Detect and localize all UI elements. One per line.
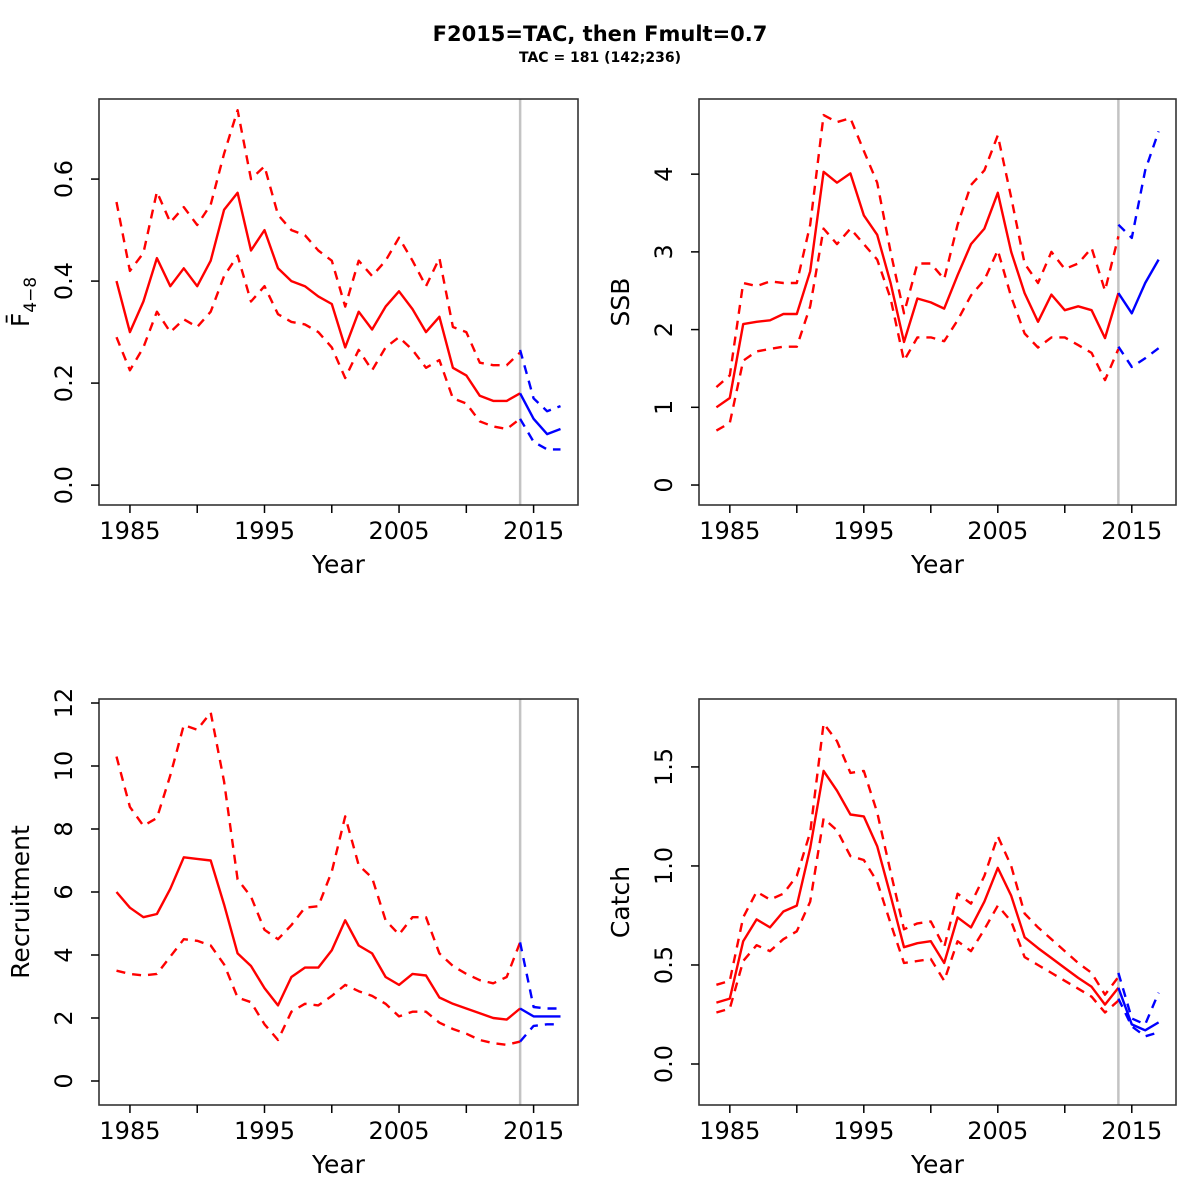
x-tick-label: 2005	[967, 517, 1028, 545]
y-tick-label: 3	[650, 244, 678, 259]
plot-box	[98, 98, 579, 506]
y-tick-label: 0.0	[650, 1045, 678, 1083]
plot-box	[98, 698, 579, 1106]
x-tick-label: 2005	[369, 517, 430, 545]
y-tick-label: 0.0	[50, 466, 78, 504]
series-rec-ci-lower-projection	[519, 1023, 561, 1043]
series-catch-median-historical	[716, 769, 1120, 1006]
plot-box	[698, 698, 1177, 1106]
x-axis-label: Year	[311, 1150, 366, 1179]
plot-box	[698, 98, 1177, 506]
y-tick-label: 6	[50, 884, 78, 899]
series-catch-ci-lower-projection	[1117, 998, 1159, 1038]
x-axis-label: Year	[311, 550, 366, 579]
y-tick-label: 0.4	[50, 262, 78, 300]
y-tick-label: 10	[50, 751, 78, 782]
x-tick-label: 1985	[99, 1117, 160, 1145]
y-tick-label: 2	[650, 322, 678, 337]
y-tick-label: 0.2	[50, 364, 78, 402]
series-ssb-median-projection	[1117, 259, 1160, 315]
x-tick-label: 1985	[699, 517, 760, 545]
y-axis-label: Catch	[606, 866, 635, 938]
panel-ssb: 1985 1995 2005 2015 0 1 2 3 4 Year SSB	[606, 98, 1177, 579]
y-tick-label: 0.6	[50, 160, 78, 198]
x-tick-label: 2005	[369, 1117, 430, 1145]
chart-title: F2015=TAC, then Fmult=0.7	[432, 22, 768, 46]
x-tick-label: 2015	[503, 1117, 564, 1145]
x-tick-label: 1995	[234, 517, 295, 545]
x-tick-label: 2015	[1101, 517, 1162, 545]
x-axis-label: Year	[910, 1150, 965, 1179]
series-ssb-ci-upper-projection	[1117, 131, 1160, 240]
y-tick-label: 0	[50, 1073, 78, 1088]
x-tick-label: 2015	[503, 517, 564, 545]
series-f-ci-lower-projection	[519, 418, 561, 451]
y-tick-label: 1.0	[650, 847, 678, 885]
chart-subtitle: TAC = 181 (142;236)	[519, 50, 681, 66]
y-tick-label: 12	[50, 688, 78, 719]
y-axis-label: SSB	[606, 278, 635, 327]
series-ssb-ci-upper-historical	[715, 113, 1120, 389]
x-tick-label: 1995	[833, 1117, 894, 1145]
y-tick-label: 1.5	[650, 748, 678, 786]
x-tick-label: 1995	[833, 517, 894, 545]
panel-catch: 1985 1995 2005 2015 0.0 0.5 1.0 1.5 Year Catch	[606, 698, 1177, 1179]
y-tick-label: 2	[50, 1010, 78, 1025]
y-tick-label: 4	[650, 167, 678, 182]
y-tick-label: 0.5	[650, 946, 678, 984]
series-catch-ci-lower-historical	[716, 817, 1120, 1014]
series-f-ci-lower-historical	[115, 254, 521, 431]
series-catch-median-projection	[1117, 987, 1160, 1032]
series-catch-ci-upper-projection	[1117, 972, 1160, 1026]
series-ssb-ci-lower-projection	[1117, 346, 1160, 369]
series-rec-ci-lower-historical	[116, 938, 521, 1047]
y-tick-label: 0	[650, 477, 678, 492]
x-tick-label: 2015	[1101, 1117, 1162, 1145]
series-f-ci-upper-projection	[518, 349, 561, 413]
y-tick-label: 4	[50, 947, 78, 962]
series-rec-median-projection	[519, 1007, 561, 1018]
y-axis-label: F̄4−8	[5, 277, 41, 327]
x-tick-label: 1985	[99, 517, 160, 545]
x-tick-label: 1995	[234, 1117, 295, 1145]
series-f-median-projection	[519, 392, 561, 436]
series-ssb-ci-lower-historical	[715, 227, 1120, 432]
x-axis-label: Year	[910, 550, 965, 579]
y-axis-label: Recruitment	[6, 825, 35, 979]
series-ssb-median-historical	[715, 170, 1120, 409]
y-tick-label: 1	[650, 400, 678, 415]
x-tick-label: 2005	[967, 1117, 1028, 1145]
series-f-median-historical	[115, 191, 521, 403]
series-f-ci-upper-historical	[115, 108, 521, 367]
panel-f48: 1985 1995 2005 2015 0.0 0.2 0.4 0.6 Year F̄4−8	[5, 98, 579, 579]
series-rec-ci-upper-projection	[518, 942, 561, 1010]
series-catch-ci-upper-historical	[716, 722, 1120, 996]
x-tick-label: 1985	[699, 1117, 760, 1145]
series-rec-ci-upper-historical	[115, 711, 522, 985]
y-tick-label: 8	[50, 821, 78, 836]
panel-recruitment: 1985 1995 2005 2015 0 2 4 6 8 10 12 Year Recruitment	[6, 688, 579, 1179]
series-rec-median-historical	[115, 856, 521, 1021]
